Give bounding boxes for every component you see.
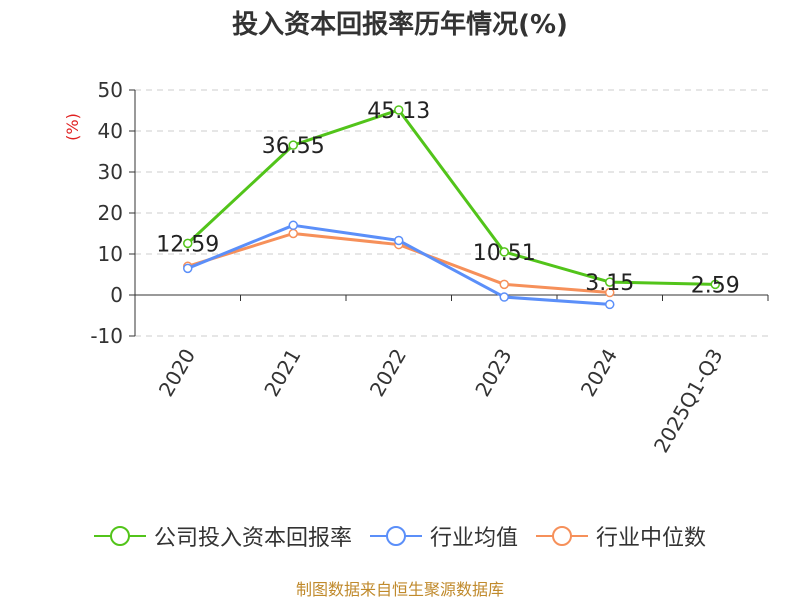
data-point	[499, 247, 509, 257]
legend-item-company[interactable]: 公司投入资本回报率	[93, 520, 352, 552]
legend: 公司投入资本回报率 行业均值 行业中位数	[0, 520, 800, 552]
y-tick-label: 0	[110, 283, 123, 307]
legend-swatch-company	[93, 526, 146, 546]
data-label: 36.55	[262, 134, 325, 159]
data-point	[183, 263, 193, 274]
data-point	[605, 287, 615, 298]
chart-title: 投入资本回报率历年情况(%)	[232, 10, 568, 40]
data-point	[288, 228, 298, 239]
data-point	[394, 235, 404, 246]
x-tick-label: 2020	[154, 345, 200, 401]
data-label: 2.59	[691, 273, 740, 298]
y-tick-label: 20	[98, 201, 123, 225]
x-tick-label: 2023	[470, 345, 516, 401]
y-tick-label: -10	[90, 324, 123, 348]
legend-item-industry-median[interactable]: 行业中位数	[536, 520, 706, 552]
y-axis-label: (%)	[63, 113, 82, 141]
data-label: 45.13	[367, 99, 430, 124]
data-point	[499, 292, 509, 302]
y-tick-label: 30	[98, 160, 123, 184]
x-tick-label: 2025Q1-Q3	[649, 345, 728, 457]
x-tick-label: 2024	[576, 345, 622, 401]
data-point	[394, 105, 404, 115]
data-point	[499, 279, 509, 290]
data-point	[288, 140, 298, 150]
data-label: 10.51	[473, 241, 536, 266]
data-label: 3.15	[585, 271, 634, 296]
legend-swatch-industry-median	[536, 526, 588, 546]
data-point	[710, 279, 720, 290]
y-tick-label: 50	[98, 78, 123, 102]
legend-label-industry-mean: 行业均值	[429, 526, 518, 551]
legend-item-industry-mean[interactable]: 行业均值	[369, 520, 518, 552]
legend-swatch-industry-mean	[369, 526, 422, 546]
y-tick-label: 40	[98, 119, 123, 143]
data-source-note: 制图数据来自恒生聚源数据库	[295, 580, 504, 599]
legend-label-industry-median: 行业中位数	[596, 526, 707, 551]
data-point	[288, 220, 298, 231]
data-point	[605, 277, 615, 287]
legend-label-company: 公司投入资本回报率	[153, 526, 352, 551]
x-tick-label: 2021	[259, 345, 305, 401]
data-point	[605, 299, 615, 310]
data-label: 12.59	[156, 232, 219, 257]
x-tick-label: 2022	[365, 345, 411, 401]
series-line-0	[186, 108, 716, 286]
y-tick-label: 10	[98, 242, 123, 266]
data-point	[183, 238, 193, 249]
